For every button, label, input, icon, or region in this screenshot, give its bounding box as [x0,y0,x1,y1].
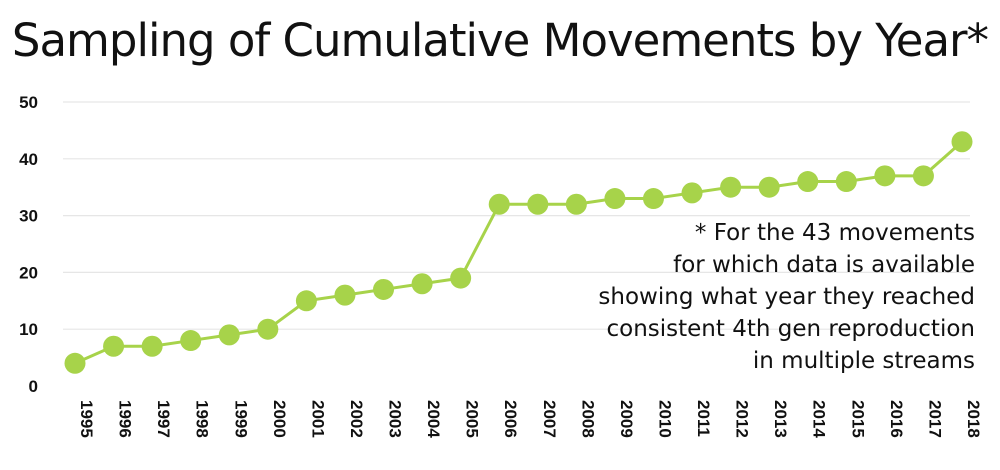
x-tick-label: 2018 [964,400,983,438]
x-tick-label: 2004 [424,400,443,438]
annotation-line: * For the 43 movements [694,220,975,246]
x-tick-label: 2009 [617,400,636,438]
data-point [64,352,86,374]
y-tick-label: 20 [19,263,38,282]
data-point [257,318,279,340]
data-point [141,335,163,357]
data-point [912,165,934,187]
data-point [720,176,742,198]
data-point [527,193,549,215]
x-tick-label: 2012 [733,400,752,438]
y-axis-ticks: 0 10 20 30 40 50 [19,93,38,396]
data-point [373,278,395,300]
data-point [758,176,780,198]
x-tick-label: 2008 [578,400,597,438]
x-tick-label: 2006 [501,400,520,438]
annotation-line: showing what year they reached [598,284,975,310]
data-point [295,290,317,312]
y-tick-label: 0 [29,377,38,396]
x-tick-label: 1997 [154,400,173,438]
data-point [951,131,973,153]
x-tick-label: 2000 [270,400,289,438]
data-point [604,188,626,210]
data-point [835,171,857,193]
data-point [411,273,433,295]
x-tick-label: 2013 [771,400,790,438]
x-tick-label: 2001 [308,400,327,438]
annotation-line: in multiple streams [752,348,975,374]
y-tick-label: 50 [19,93,38,112]
x-tick-label: 1998 [193,400,212,438]
x-tick-label: 2011 [694,400,713,437]
x-tick-label: 1996 [116,400,135,438]
data-point [103,335,125,357]
x-tick-label: 1999 [231,400,250,438]
x-tick-label: 2007 [540,400,559,438]
data-point [565,193,587,215]
y-tick-label: 30 [19,207,38,226]
y-tick-label: 10 [19,320,38,339]
data-points [64,131,973,374]
data-point [450,267,472,289]
gridlines [63,101,970,330]
data-point [797,171,819,193]
x-tick-label: 1995 [77,400,96,438]
data-point [488,193,510,215]
annotation-note: * For the 43 movements for which data is… [598,217,975,377]
annotation-line: consistent 4th gen reproduction [606,316,975,342]
x-axis-ticks: 1995 1996 1997 1998 1999 2000 2001 2002 2003 2004… [77,400,983,438]
data-point [642,188,664,210]
data-point [218,324,240,346]
x-tick-label: 2005 [463,400,482,438]
annotation-line: for which data is available [673,252,975,278]
chart-title: Sampling of Cumulative Movements by Year… [11,14,989,67]
data-point [874,165,896,187]
x-tick-label: 2017 [925,400,944,438]
x-tick-label: 2010 [655,400,674,438]
y-tick-label: 40 [19,150,38,169]
x-tick-label: 2015 [848,400,867,438]
data-point [334,284,356,306]
data-point [681,182,703,204]
data-point [180,330,202,352]
x-tick-label: 2003 [386,400,405,438]
x-tick-label: 2002 [347,400,366,438]
x-tick-label: 2014 [810,400,829,438]
x-tick-label: 2016 [887,400,906,438]
